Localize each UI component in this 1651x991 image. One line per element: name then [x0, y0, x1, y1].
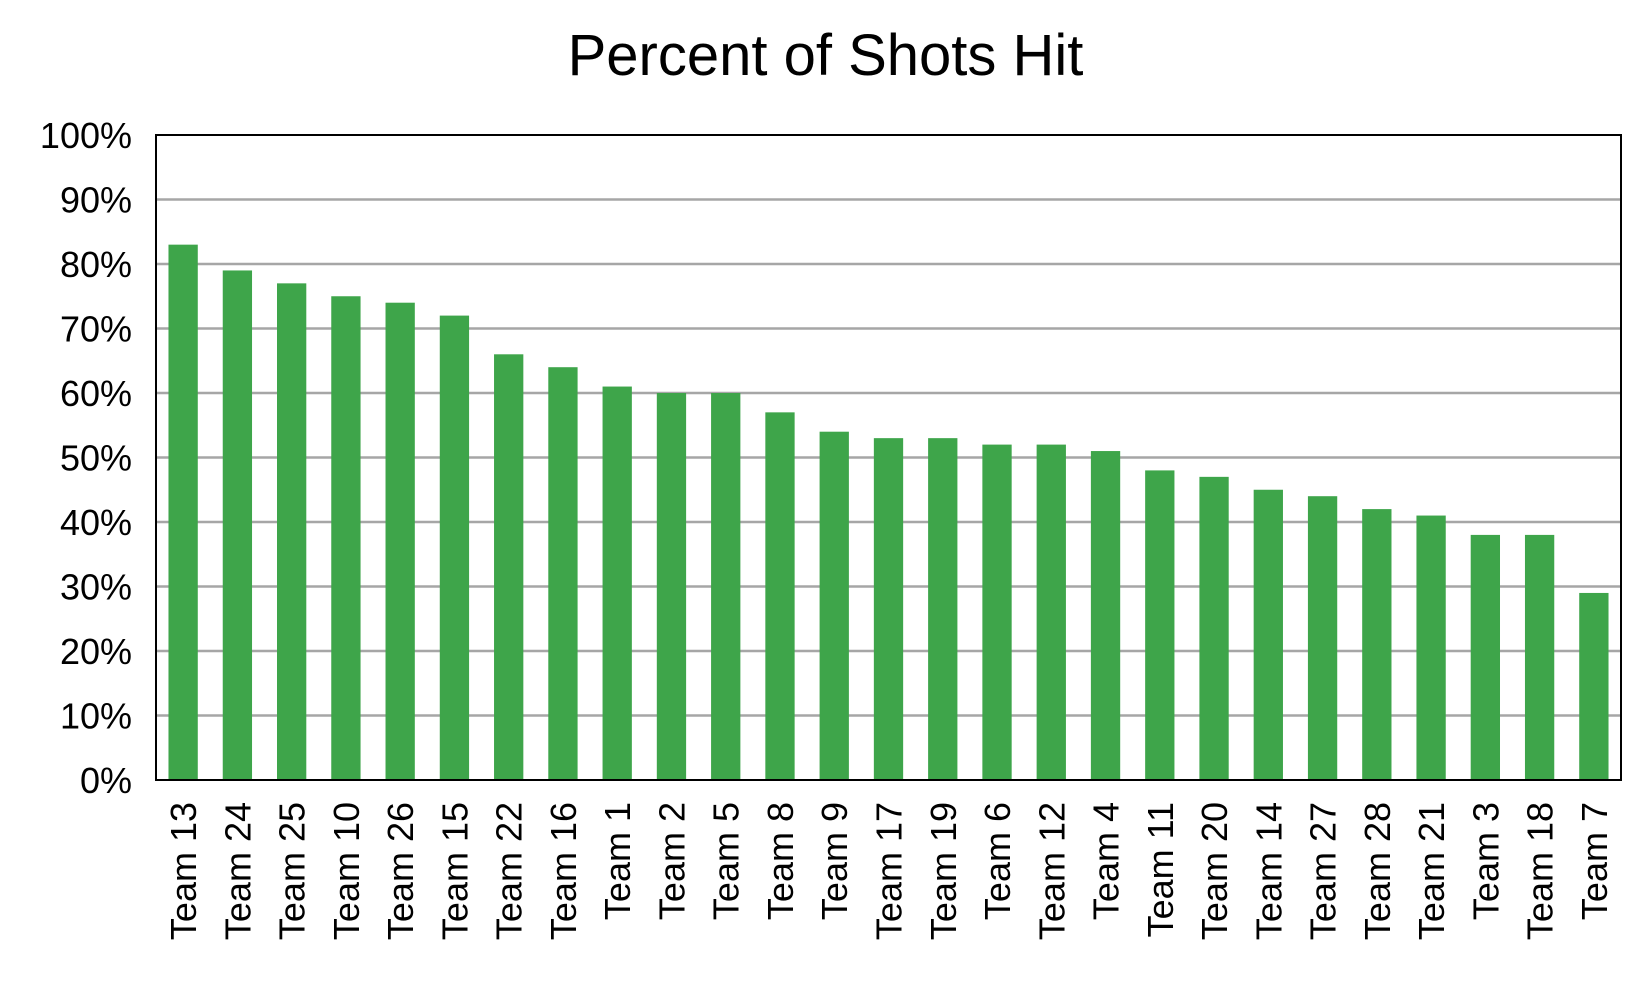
bar — [1199, 476, 1229, 780]
bar — [873, 438, 904, 780]
bar — [548, 367, 578, 780]
x-tick-label: Team 3 — [1465, 802, 1506, 920]
x-tick-label: Team 8 — [760, 802, 801, 920]
x-tick-label: Team 20 — [1194, 802, 1235, 940]
y-tick-label: 0% — [80, 760, 132, 801]
y-tick-label: 20% — [60, 631, 132, 672]
bar — [1307, 496, 1338, 780]
x-axis-ticks: Team 13 Team 24 Team 25 Team 10 Team 26 Team … — [163, 802, 1615, 940]
x-tick-label: Team 2 — [651, 802, 692, 920]
x-tick-label: Team 27 — [1303, 802, 1344, 940]
x-tick-label: Team 13 — [163, 802, 204, 940]
y-tick-label: 30% — [60, 567, 132, 608]
plot-frame — [155, 134, 1622, 781]
bar — [331, 296, 361, 780]
x-tick-label: Team 14 — [1248, 802, 1289, 940]
bar — [276, 283, 307, 780]
y-tick-label: 40% — [60, 502, 132, 543]
y-tick-label: 50% — [60, 438, 132, 479]
bar — [1362, 509, 1392, 780]
bar — [1253, 489, 1283, 780]
bar — [819, 431, 849, 780]
x-tick-label: Team 12 — [1031, 802, 1072, 940]
bar — [1579, 592, 1609, 780]
x-tick-label: Team 19 — [923, 802, 964, 940]
chart-title: Percent of Shots Hit — [567, 23, 1084, 88]
x-tick-label: Team 5 — [706, 802, 747, 920]
y-tick-label: 60% — [60, 373, 132, 414]
x-tick-label: Team 11 — [1140, 802, 1181, 937]
x-tick-label: Team 22 — [489, 802, 530, 940]
y-tick-label: 80% — [60, 244, 132, 285]
x-tick-label: Team 10 — [326, 802, 367, 940]
bar — [1470, 534, 1501, 780]
y-tick-label: 100% — [40, 115, 132, 156]
bar — [656, 393, 687, 780]
bar — [1036, 444, 1066, 780]
y-tick-label: 10% — [60, 696, 132, 737]
bar — [168, 244, 198, 780]
bar — [1090, 451, 1121, 780]
y-axis-ticks: 0% 10% 20% 30% 40% 50% 60% 70% 80% 90% 100% — [40, 115, 132, 801]
x-tick-label: Team 25 — [272, 802, 313, 940]
bar — [1145, 470, 1175, 780]
x-tick-label: Team 6 — [977, 802, 1018, 920]
bar — [439, 315, 470, 780]
x-tick-label: Team 16 — [543, 802, 584, 940]
bar — [1416, 515, 1446, 780]
x-tick-label: Team 9 — [814, 802, 855, 920]
bar — [1524, 534, 1555, 780]
bar — [765, 412, 795, 780]
bar — [602, 386, 632, 780]
bar — [928, 438, 958, 780]
x-tick-label: Team 26 — [380, 802, 421, 940]
x-tick-label: Team 24 — [217, 802, 258, 940]
bar — [982, 444, 1012, 780]
x-tick-label: Team 18 — [1520, 802, 1561, 940]
x-tick-label: Team 28 — [1357, 802, 1398, 940]
bar — [494, 354, 524, 780]
bar — [711, 393, 741, 780]
x-tick-label: Team 17 — [869, 802, 910, 940]
x-tick-label: Team 4 — [1086, 802, 1127, 920]
bar — [222, 270, 253, 780]
x-tick-label: Team 7 — [1574, 802, 1615, 920]
y-tick-label: 90% — [60, 180, 132, 221]
y-tick-label: 70% — [60, 309, 132, 350]
x-tick-label: Team 15 — [434, 802, 475, 940]
bar — [385, 302, 415, 780]
bars — [168, 244, 1609, 780]
x-tick-label: Team 1 — [597, 802, 638, 920]
x-tick-label: Team 21 — [1411, 802, 1452, 940]
